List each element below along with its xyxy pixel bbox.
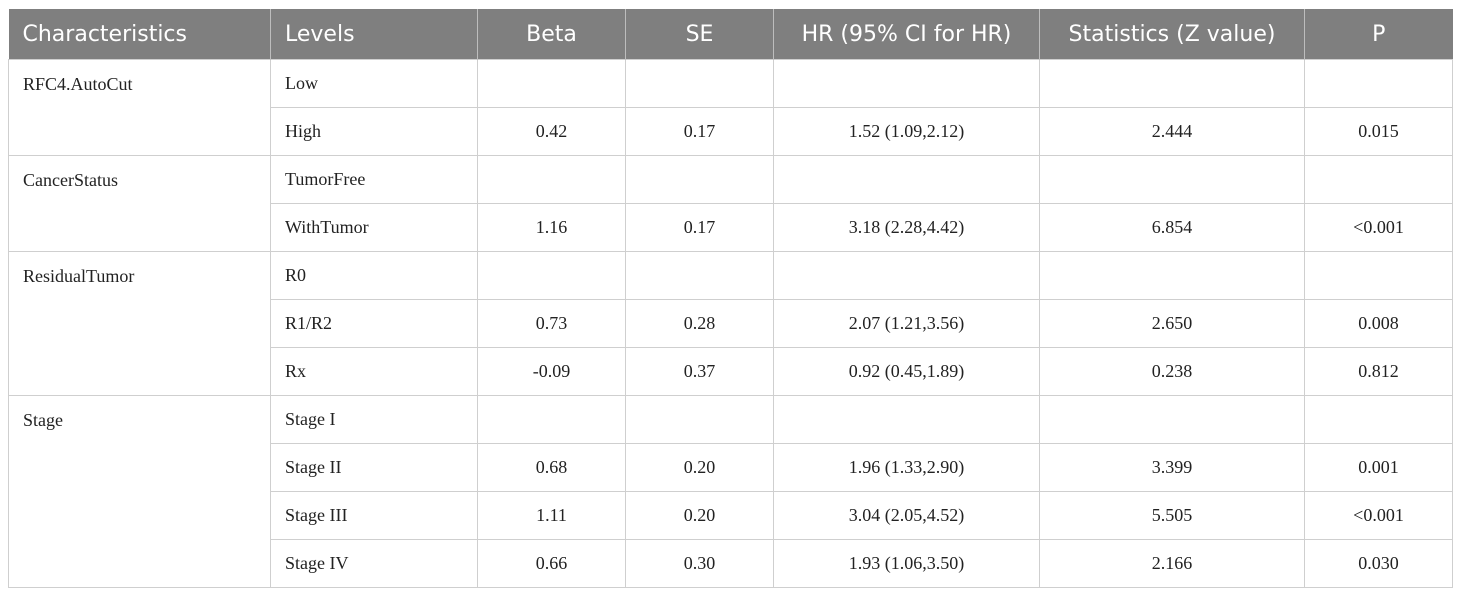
header-se: SE bbox=[625, 9, 774, 60]
statistic-cell: 2.444 bbox=[1039, 107, 1305, 156]
p-value-cell bbox=[1304, 59, 1453, 108]
p-value-cell: 0.030 bbox=[1304, 539, 1453, 588]
se-cell bbox=[625, 59, 774, 108]
statistic-cell bbox=[1039, 155, 1305, 204]
table-container: Characteristics Levels Beta SE HR (95% C… bbox=[8, 9, 1453, 588]
beta-cell: 0.68 bbox=[477, 443, 626, 492]
hr-cell: 1.96 (1.33,2.90) bbox=[773, 443, 1040, 492]
se-cell: 0.28 bbox=[625, 299, 774, 348]
se-cell: 0.20 bbox=[625, 443, 774, 492]
beta-cell: 1.16 bbox=[477, 203, 626, 252]
se-cell: 0.17 bbox=[625, 107, 774, 156]
statistic-cell: 2.166 bbox=[1039, 539, 1305, 588]
statistic-cell bbox=[1039, 395, 1305, 444]
characteristic-cell: Stage bbox=[8, 395, 271, 588]
p-value-cell: 0.812 bbox=[1304, 347, 1453, 396]
hr-cell bbox=[773, 395, 1040, 444]
table-row: Stage IV 0.66 0.30 1.93 (1.06,3.50) 2.166 0.0… bbox=[9, 539, 1453, 588]
table-row: RFC4.AutoCut Low bbox=[8, 59, 1453, 156]
table-row: CancerStatus TumorFree bbox=[8, 155, 1453, 252]
beta-cell bbox=[477, 59, 626, 108]
header-p: P bbox=[1304, 9, 1453, 60]
beta-cell bbox=[477, 155, 626, 204]
characteristic-cell: RFC4.AutoCut bbox=[8, 59, 271, 156]
se-cell: 0.30 bbox=[625, 539, 774, 588]
header-statistics: Statistics (Z value) bbox=[1039, 9, 1305, 60]
header-hr: HR (95% CI for HR) bbox=[773, 9, 1040, 60]
level-cell: Rx bbox=[270, 347, 478, 396]
table-row: R1/R2 0.73 0.28 2.07 (1.21,3.56) 2.650 0.008 bbox=[9, 299, 1453, 348]
statistic-cell: 0.238 bbox=[1039, 347, 1305, 396]
se-cell bbox=[625, 251, 774, 300]
se-cell: 0.20 bbox=[625, 491, 774, 540]
table-row: High 0.42 0.17 1.52 (1.09,2.12) 2.444 0.015 bbox=[9, 107, 1453, 156]
se-cell: 0.37 bbox=[625, 347, 774, 396]
characteristic-cell: ResidualTumor bbox=[8, 251, 271, 396]
level-cell: Stage IV bbox=[270, 539, 478, 588]
beta-cell bbox=[477, 251, 626, 300]
beta-cell: 1.11 bbox=[477, 491, 626, 540]
level-cell: High bbox=[270, 107, 478, 156]
hr-cell: 0.92 (0.45,1.89) bbox=[773, 347, 1040, 396]
level-cell: R0 bbox=[270, 251, 478, 300]
statistic-cell bbox=[1039, 251, 1305, 300]
level-cell: Stage III bbox=[270, 491, 478, 540]
hr-cell: 2.07 (1.21,3.56) bbox=[773, 299, 1040, 348]
cox-regression-table: Characteristics Levels Beta SE HR (95% C… bbox=[8, 9, 1453, 588]
header-characteristics: Characteristics bbox=[8, 9, 271, 60]
table-row: Rx -0.09 0.37 0.92 (0.45,1.89) 0.238 0.812 bbox=[9, 347, 1453, 396]
p-value-cell: 0.008 bbox=[1304, 299, 1453, 348]
hr-cell: 1.93 (1.06,3.50) bbox=[773, 539, 1040, 588]
table-row: WithTumor 1.16 0.17 3.18 (2.28,4.42) 6.854 <0… bbox=[9, 203, 1453, 252]
se-cell: 0.17 bbox=[625, 203, 774, 252]
header-levels: Levels bbox=[270, 9, 478, 60]
characteristic-cell: CancerStatus bbox=[8, 155, 271, 252]
hr-cell bbox=[773, 251, 1040, 300]
statistic-cell: 5.505 bbox=[1039, 491, 1305, 540]
p-value-cell bbox=[1304, 155, 1453, 204]
beta-cell: 0.73 bbox=[477, 299, 626, 348]
header-row: Characteristics Levels Beta SE HR (95% C… bbox=[8, 9, 1453, 60]
statistic-cell: 6.854 bbox=[1039, 203, 1305, 252]
statistic-cell: 3.399 bbox=[1039, 443, 1305, 492]
level-cell: TumorFree bbox=[270, 155, 478, 204]
level-cell: R1/R2 bbox=[270, 299, 478, 348]
statistic-cell: 2.650 bbox=[1039, 299, 1305, 348]
table-row: ResidualTumor R0 bbox=[8, 251, 1453, 396]
level-cell: WithTumor bbox=[270, 203, 478, 252]
table-row: Stage II 0.68 0.20 1.96 (1.33,2.90) 3.399 0.0… bbox=[9, 443, 1453, 492]
beta-cell bbox=[477, 395, 626, 444]
level-cell: Stage I bbox=[270, 395, 478, 444]
p-value-cell: <0.001 bbox=[1304, 491, 1453, 540]
beta-cell: -0.09 bbox=[477, 347, 626, 396]
statistic-cell bbox=[1039, 59, 1305, 108]
hr-cell bbox=[773, 155, 1040, 204]
level-cell: Low bbox=[270, 59, 478, 108]
se-cell bbox=[625, 395, 774, 444]
hr-cell bbox=[773, 59, 1040, 108]
p-value-cell: <0.001 bbox=[1304, 203, 1453, 252]
header-beta: Beta bbox=[477, 9, 626, 60]
p-value-cell: 0.015 bbox=[1304, 107, 1453, 156]
beta-cell: 0.42 bbox=[477, 107, 626, 156]
level-cell: Stage II bbox=[270, 443, 478, 492]
p-value-cell bbox=[1304, 251, 1453, 300]
p-value-cell: 0.001 bbox=[1304, 443, 1453, 492]
se-cell bbox=[625, 155, 774, 204]
hr-cell: 1.52 (1.09,2.12) bbox=[773, 107, 1040, 156]
p-value-cell bbox=[1304, 395, 1453, 444]
table-row: Stage Stage I bbox=[8, 395, 1453, 588]
hr-cell: 3.18 (2.28,4.42) bbox=[773, 203, 1040, 252]
table-body: RFC4.AutoCut Low High 0.42 0.17 1.52 (1.09,2.… bbox=[8, 59, 1453, 588]
hr-cell: 3.04 (2.05,4.52) bbox=[773, 491, 1040, 540]
beta-cell: 0.66 bbox=[477, 539, 626, 588]
